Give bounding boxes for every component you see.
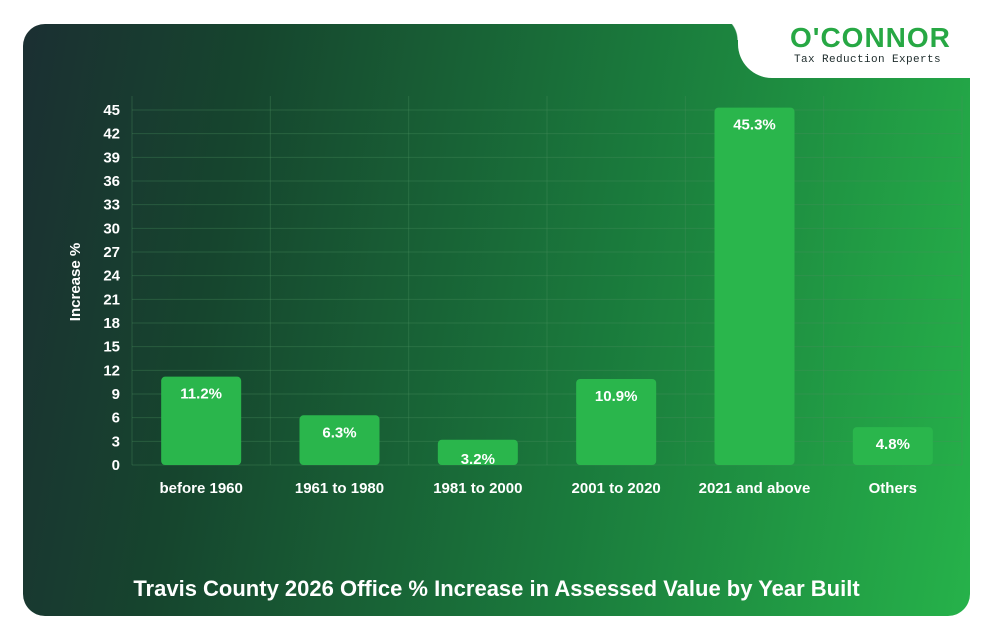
y-tick-label: 0 [112, 457, 120, 474]
y-tick-label: 33 [103, 197, 120, 214]
x-tick-label: 1981 to 2000 [433, 480, 522, 497]
x-tick-label: 1961 to 1980 [295, 480, 384, 497]
y-tick-label: 27 [103, 244, 120, 261]
bar-value-label: 4.8% [876, 436, 910, 453]
bars: 11.2% 6.3% 3.2% 10.9% 45.3% 4.8% [161, 107, 933, 468]
bar-3 [437, 439, 518, 465]
grid-layer [131, 96, 963, 466]
x-tick-label: 2021 and above [699, 480, 811, 497]
y-tick-label: 18 [103, 315, 120, 332]
x-tick-label: Others [869, 480, 917, 497]
bar-value-label: 3.2% [461, 451, 495, 468]
chart-title: Travis County 2026 Office % Increase in … [133, 576, 860, 601]
y-tick-label: 21 [103, 291, 120, 308]
logo-background [712, 14, 986, 78]
bar-5 [714, 107, 795, 465]
y-axis-title: Increase % [67, 243, 84, 321]
bar-6 [852, 427, 933, 465]
logo-title: O'CONNOR [790, 22, 951, 53]
x-axis-labels: before 1960 1961 to 1980 1981 to 2000 2001 … [159, 480, 917, 497]
bar-value-label: 10.9% [595, 388, 638, 405]
bar-4 [576, 379, 657, 465]
y-tick-label: 24 [103, 268, 120, 285]
y-tick-label: 36 [103, 173, 120, 190]
x-tick-label: 2001 to 2020 [572, 480, 661, 497]
bar-value-label: 45.3% [733, 117, 776, 134]
logo-subtitle: Tax Reduction Experts [794, 54, 942, 66]
y-tick-label: 45 [103, 102, 120, 119]
y-tick-label: 15 [103, 339, 120, 356]
bar-value-label: 6.3% [322, 424, 356, 441]
bar-1 [161, 376, 242, 465]
y-tick-label: 9 [112, 386, 120, 403]
bar-value-label: 11.2% [180, 386, 222, 403]
y-tick-label: 39 [103, 149, 120, 166]
y-tick-label: 42 [103, 126, 120, 143]
y-tick-label: 3 [112, 433, 120, 450]
bar-2 [299, 415, 380, 465]
y-tick-label: 30 [103, 220, 120, 237]
x-tick-label: before 1960 [159, 480, 242, 497]
y-tick-label: 6 [112, 410, 120, 427]
chart-card [23, 24, 970, 616]
y-tick-label: 12 [103, 362, 120, 379]
